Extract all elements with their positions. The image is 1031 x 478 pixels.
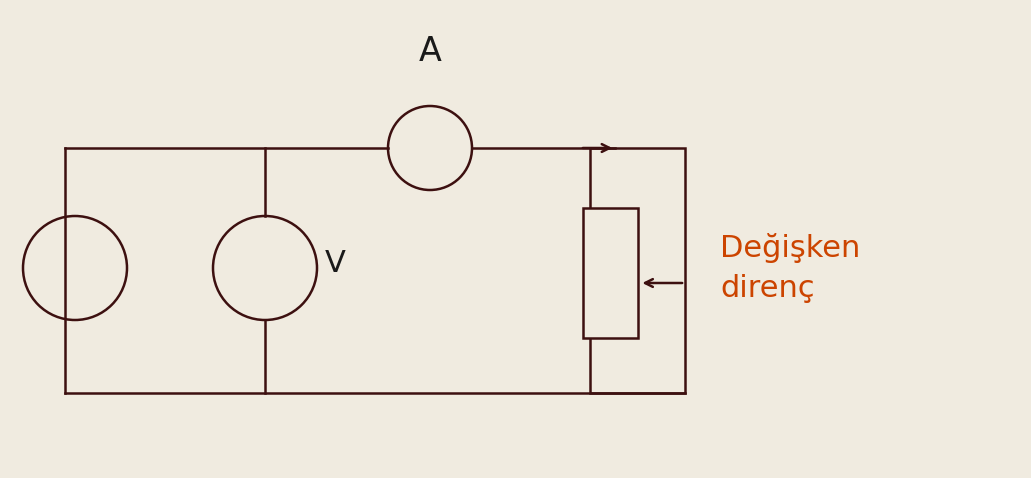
Bar bbox=[583, 208, 637, 338]
Text: A: A bbox=[419, 34, 441, 67]
Bar bbox=[590, 148, 685, 393]
Text: Değişken
direnç: Değişken direnç bbox=[720, 233, 861, 303]
Text: V: V bbox=[325, 249, 345, 278]
